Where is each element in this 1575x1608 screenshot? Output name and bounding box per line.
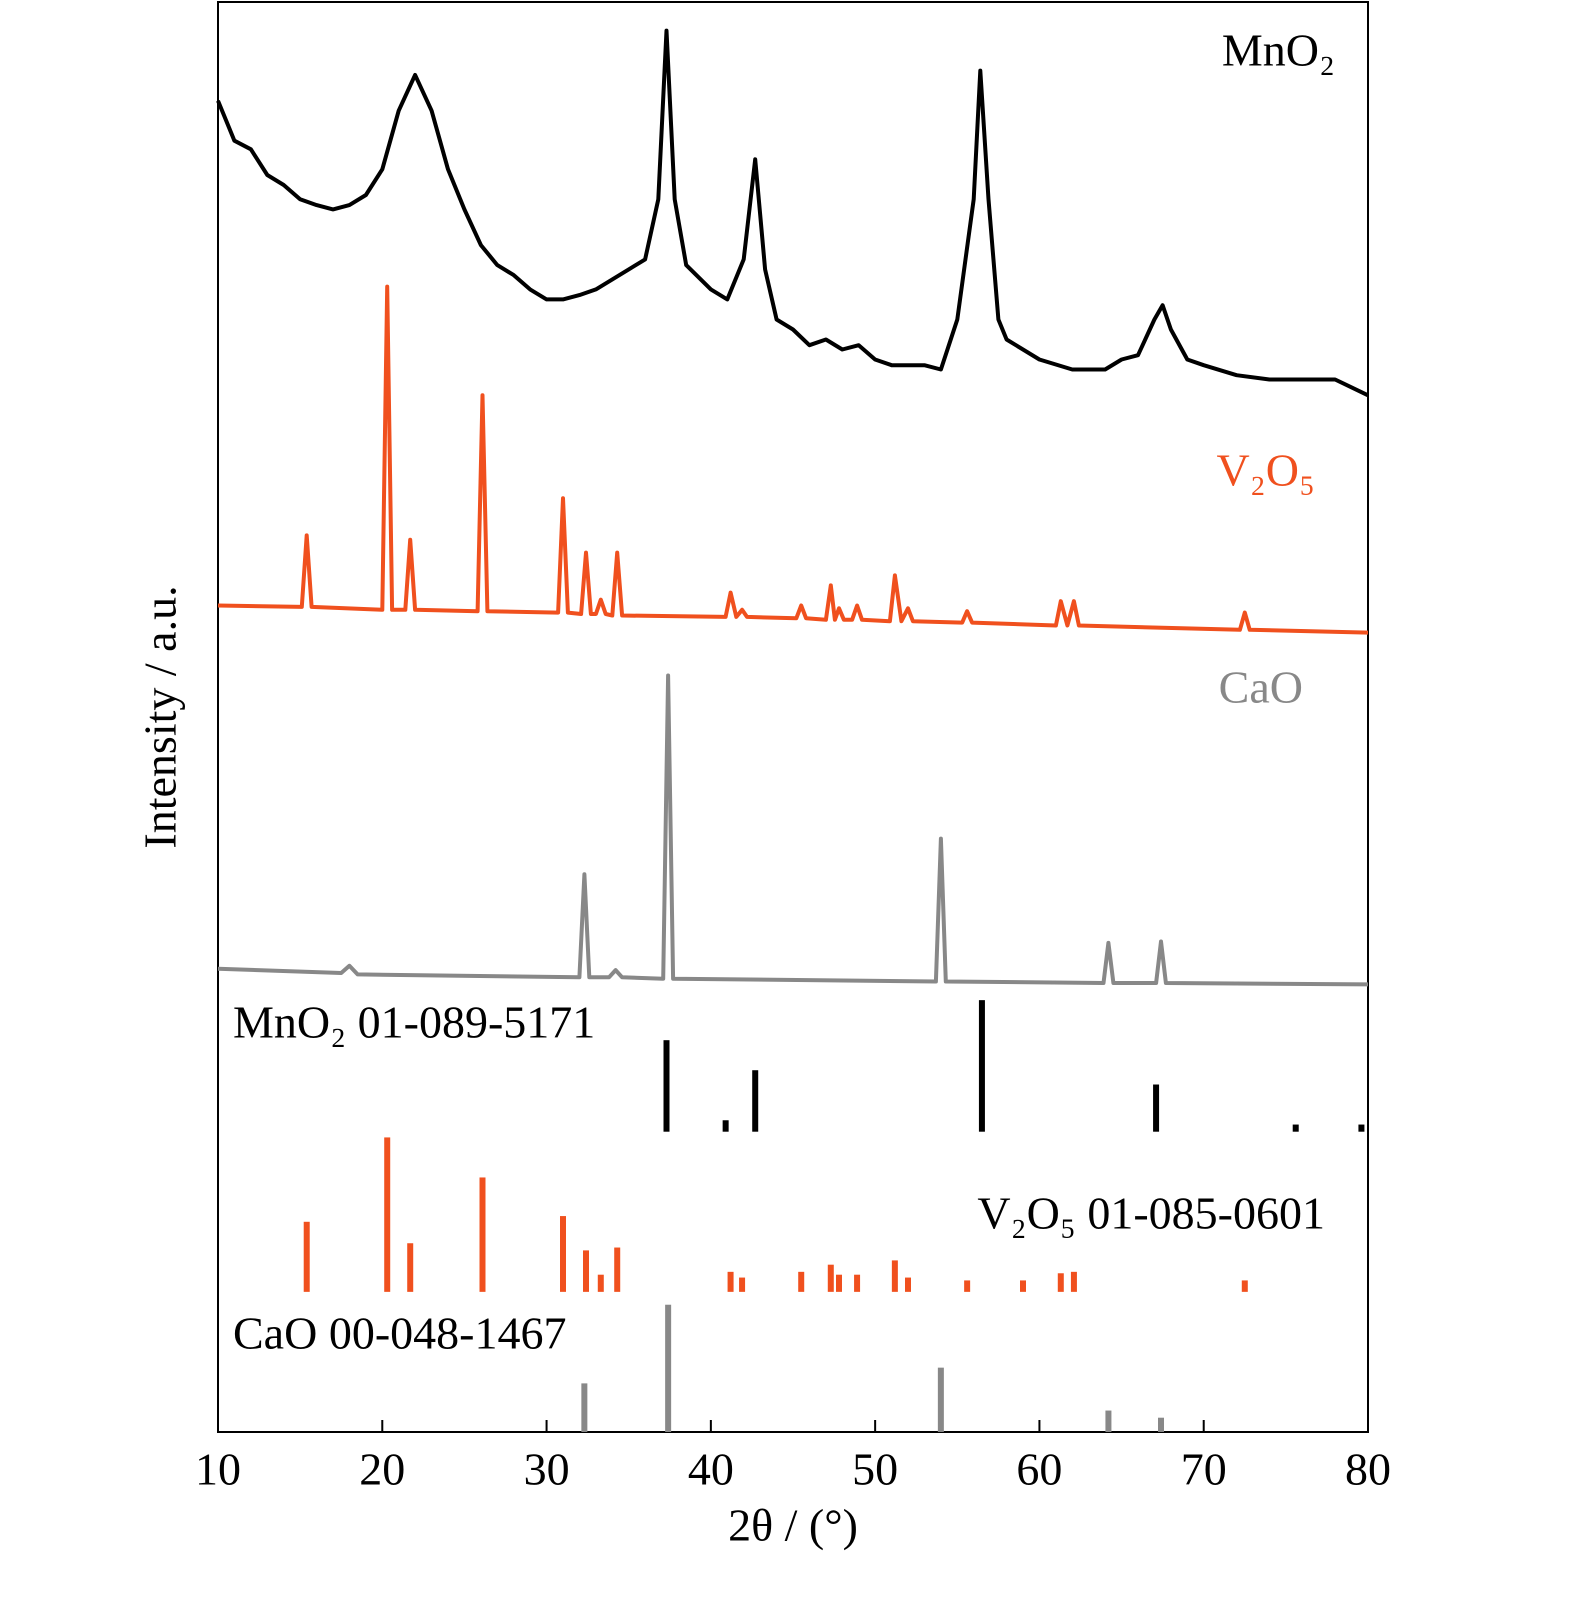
reference-stick [597,1274,604,1292]
reference-stick [1241,1280,1248,1292]
reference-stick [1020,1280,1026,1292]
reference-stick [479,1177,486,1292]
reference-stick [722,1120,729,1132]
reference-stick [827,1264,834,1292]
reference-stick [1358,1124,1365,1132]
reference-stick [614,1247,621,1292]
x-tick-label: 20 [359,1444,405,1495]
pattern-line [217,673,1369,987]
reference-stick [1057,1273,1064,1292]
reference-stick [303,1221,310,1292]
series-label: CaO [1219,662,1303,713]
reference-stick [798,1271,805,1292]
pattern-line [216,28,1369,398]
reference-stick [752,1070,759,1132]
reference-stick [727,1271,734,1292]
reference-stick [384,1137,391,1292]
x-tick-label: 70 [1181,1444,1227,1495]
reference-stick [1070,1271,1077,1292]
reference-stick [583,1250,589,1292]
reference-stick [937,1367,944,1432]
reference-stick [581,1383,588,1432]
x-tick-label: 50 [852,1444,898,1495]
series-label: V₂O₅ 01-085-0601 [977,1188,1325,1239]
reference-stick [739,1277,746,1292]
reference-stick [1158,1417,1164,1432]
reference-stick [407,1243,414,1292]
reference-stick [905,1277,911,1292]
x-tick-label: 60 [1016,1444,1062,1495]
series-label: MnO₂ 01-089-5171 [233,997,595,1048]
series-label: V₂O₅ [1216,445,1315,496]
series-label: MnO₂ [1222,25,1335,76]
reference-stick [663,1040,670,1132]
pattern-line [217,284,1369,635]
y-axis-title: Intensity / a.u. [135,585,186,848]
reference-stick [854,1274,861,1292]
x-tick-label: 80 [1345,1444,1391,1495]
reference-stick [836,1274,842,1292]
reference-stick [978,1000,985,1132]
x-tick-label: 10 [195,1444,241,1495]
plot-frame [217,1,1369,1433]
x-axis-title: 2θ / (°) [728,1500,858,1551]
reference-stick [891,1260,898,1292]
x-tick-label: 30 [524,1444,570,1495]
reference-stick [1105,1410,1112,1432]
series-label: CaO 00-048-1467 [233,1308,566,1359]
reference-stick [560,1216,566,1292]
reference-stick [964,1280,971,1292]
reference-stick [1292,1124,1299,1132]
x-tick-label: 40 [688,1444,734,1495]
reference-stick [1153,1084,1160,1132]
reference-stick [665,1304,672,1432]
